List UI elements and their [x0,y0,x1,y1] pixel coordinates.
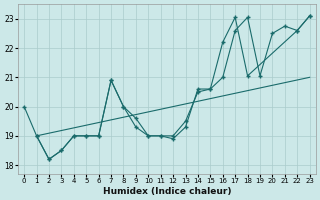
X-axis label: Humidex (Indice chaleur): Humidex (Indice chaleur) [103,187,231,196]
